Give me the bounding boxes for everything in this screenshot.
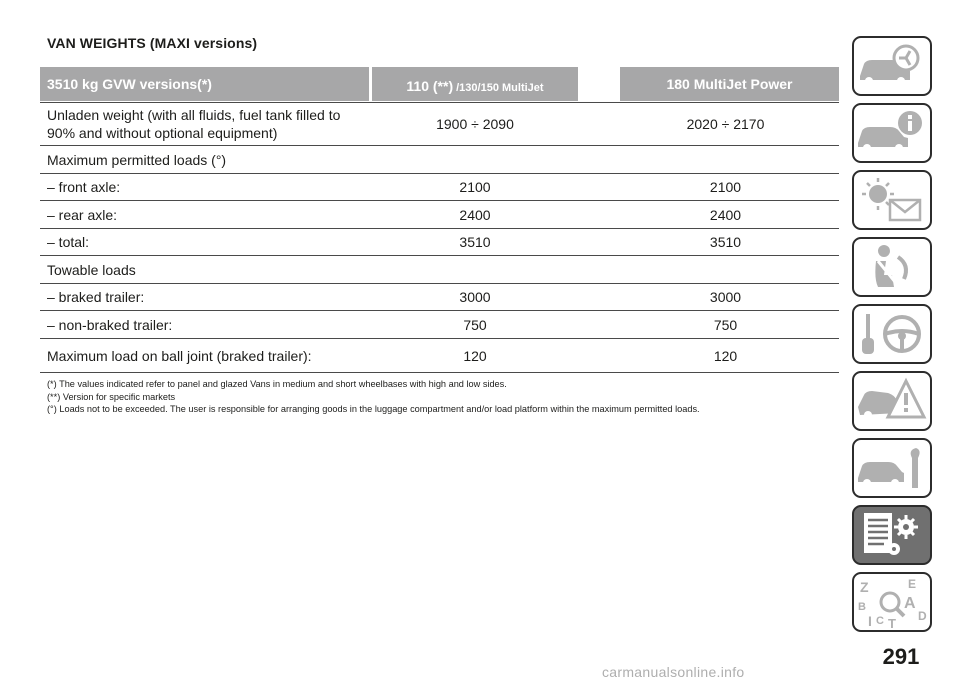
row-value-col2: 2100 — [459, 179, 491, 195]
row-value-col2: 3510 — [459, 234, 491, 250]
row-value-col3: 2400 — [709, 206, 742, 223]
alphabetical-index-icon: Z E B A D I C T — [858, 577, 927, 630]
table-row: – total: 3510 3510 — [40, 229, 839, 256]
row-label: – front axle: — [47, 179, 121, 195]
tab-emergency[interactable] — [852, 371, 932, 431]
table-row: – front axle: 2100 2100 — [40, 174, 839, 201]
car-dashboard-icon — [860, 44, 920, 85]
footnote: (**) Version for specific markets — [47, 391, 176, 402]
page-number: 291 — [882, 644, 920, 669]
key-steering-wheel-icon — [862, 314, 921, 354]
row-label-line: Unladen weight (with all fluids, fuel ta… — [47, 107, 341, 123]
svg-text:Z: Z — [860, 579, 869, 595]
header-multijet-180-power: 180 MultiJet Power — [620, 67, 839, 101]
table-row: – rear axle: 2400 2400 — [40, 201, 839, 229]
row-label: – total: — [47, 234, 90, 250]
row-label: Towable loads — [47, 261, 136, 278]
tab-car-info[interactable] — [852, 103, 932, 163]
car-maintenance-icon — [858, 448, 920, 488]
row-value-col3: 3510 — [709, 234, 742, 250]
warning-light-message-icon — [862, 178, 922, 222]
table-row: Towable loads — [40, 256, 839, 284]
car-emergency-icon — [858, 377, 927, 419]
table-row: – non-braked trailer: 750 750 — [40, 311, 839, 339]
row-value-col2: 120 — [463, 347, 487, 364]
row-value-col2: 3000 — [459, 289, 491, 305]
row-value-col3: 3000 — [709, 289, 742, 305]
tab-index[interactable]: Z E B A D I C T — [852, 572, 932, 632]
svg-text:T: T — [888, 616, 896, 630]
row-label: – rear axle: — [47, 206, 118, 223]
row-value-col3: 750 — [713, 316, 738, 333]
svg-text:D: D — [918, 609, 927, 623]
tab-technical-data[interactable] — [852, 505, 932, 565]
svg-text:I: I — [868, 613, 872, 629]
header-gvw-versions: 3510 kg GVW versions(*) — [40, 67, 369, 101]
row-label-line: 90% and without optional equipment) — [47, 125, 278, 141]
row-value-col2: 2400 — [459, 206, 491, 223]
table-row: Maximum load on ball joint (braked trail… — [40, 339, 839, 373]
svg-text:A: A — [904, 595, 916, 612]
tab-starting-driving[interactable] — [852, 304, 932, 364]
svg-text:C: C — [876, 615, 884, 627]
row-value-col2: 1900 ÷ 2090 — [436, 116, 514, 132]
tab-dashboard[interactable] — [852, 36, 932, 96]
row-value-col3: 120 — [713, 347, 738, 364]
row-label: Maximum load on ball joint (braked trail… — [47, 347, 312, 364]
tab-maintenance[interactable] — [852, 438, 932, 498]
tab-warning-lights[interactable] — [852, 170, 932, 230]
table-row: – braked trailer: 3000 3000 — [40, 284, 839, 311]
row-value-col3: 2020 ÷ 2170 — [686, 116, 765, 132]
table-row: Maximum permitted loads (°) — [40, 146, 839, 174]
row-label: – braked trailer: — [47, 289, 145, 305]
svg-text:B: B — [858, 601, 866, 613]
header-multijet-110-150: 110 (**) /130/150 MultiJet — [372, 67, 578, 101]
table-header: 3510 kg GVW versions(*) 110 (**) /130/15… — [40, 67, 839, 101]
footnote: (°) Loads not to be exceeded. The user i… — [47, 404, 700, 415]
tab-safety[interactable] — [852, 237, 932, 297]
row-value-col3: 2100 — [709, 179, 742, 195]
technical-data-icon — [864, 513, 918, 555]
footnote: (*) The values indicated refer to panel … — [47, 379, 507, 389]
header-multijet-110-small: /130/150 MultiJet — [456, 82, 544, 94]
svg-text:E: E — [908, 577, 916, 591]
header-multijet-110-main: 110 (**) — [406, 78, 454, 94]
footnotes: (*) The values indicated refer to panel … — [47, 378, 837, 416]
watermark: carmanualsonline.info — [602, 664, 745, 680]
van-weights-table: 3510 kg GVW versions(*) 110 (**) /130/15… — [40, 67, 839, 373]
seatbelt-airbag-icon — [875, 245, 908, 287]
row-label: Unladen weight (with all fluids, fuel ta… — [40, 106, 370, 142]
table-row: Unladen weight (with all fluids, fuel ta… — [40, 102, 839, 146]
row-value-col2: 750 — [463, 316, 487, 333]
car-info-icon — [858, 111, 922, 152]
row-label: Maximum permitted loads (°) — [47, 151, 227, 168]
row-label: – non-braked trailer: — [47, 316, 173, 333]
section-title: VAN WEIGHTS (MAXI versions) — [47, 35, 258, 51]
